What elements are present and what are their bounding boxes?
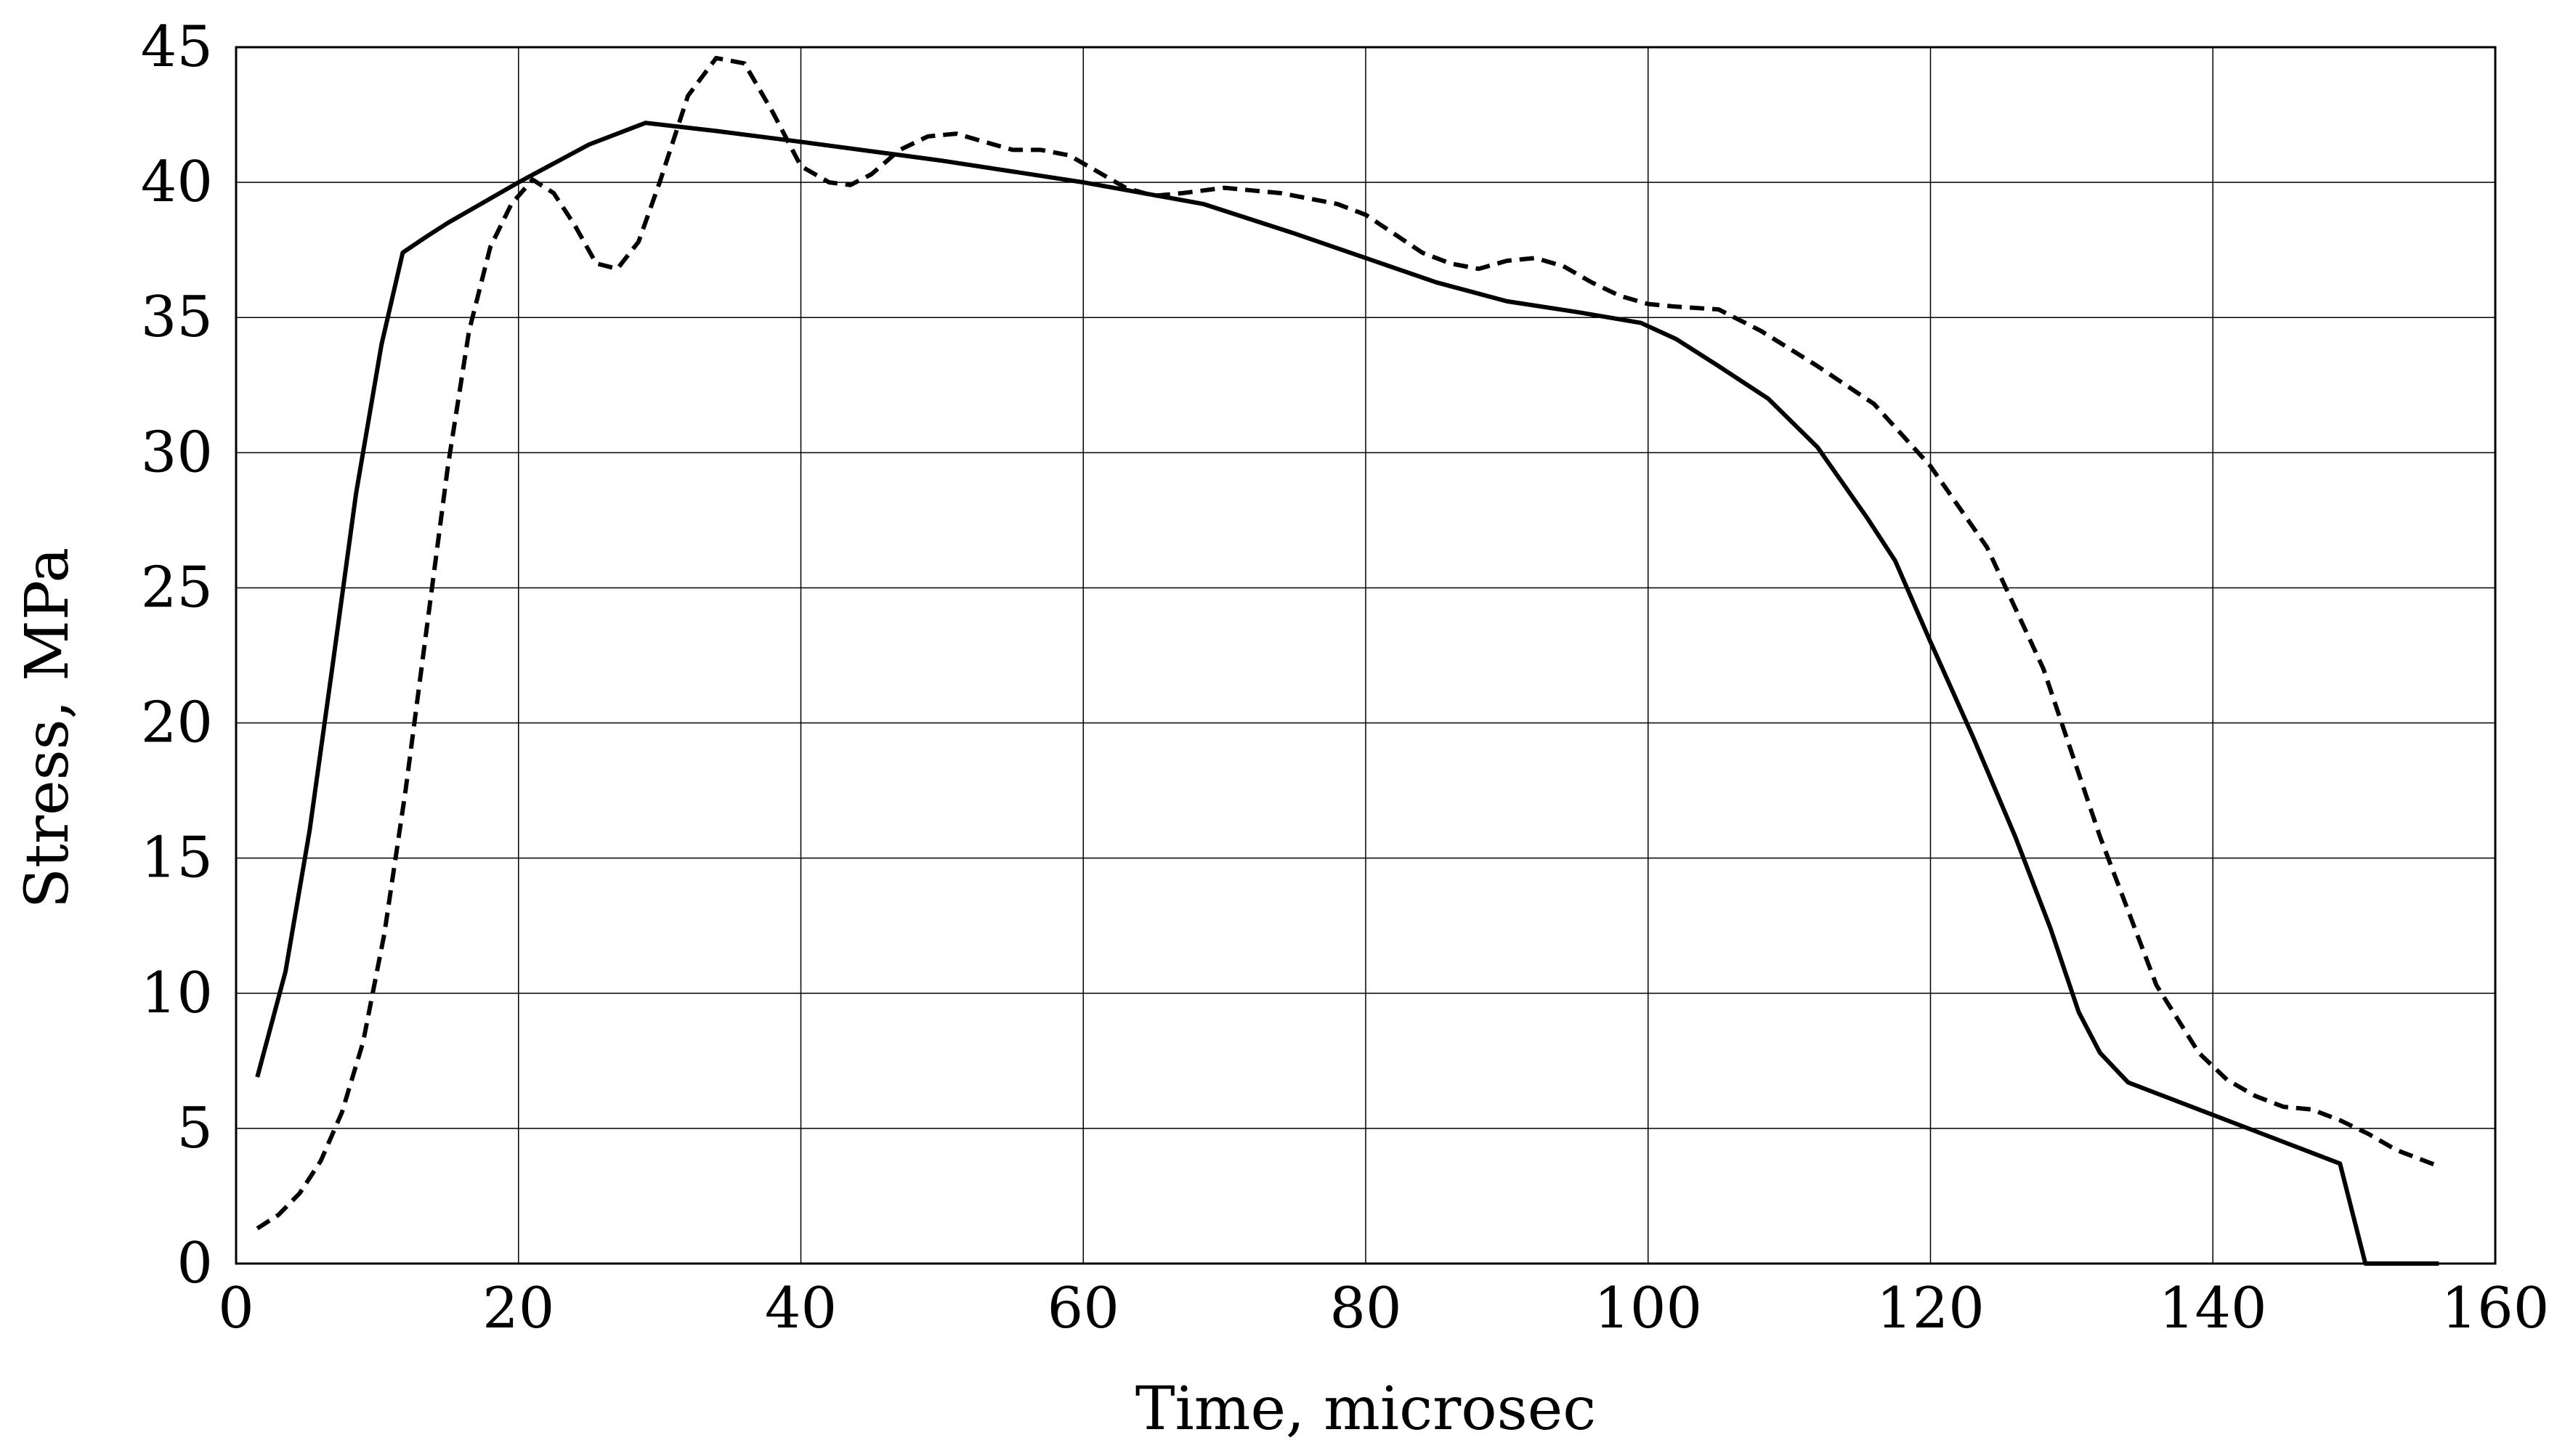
series-lines [255,55,2440,1266]
y-tick-label: 10 [141,961,213,1026]
tick-labels: 0 20 40 60 80 100 120 140 160 0 5 10 15 20 25 30 35 40 45 [141,15,2550,1341]
grid-lines [235,46,2496,1264]
x-tick-label: 100 [1594,1276,1702,1341]
plot-frame [235,46,2497,1265]
y-tick-label: 30 [141,420,213,485]
y-tick-label: 20 [141,691,213,756]
x-tick-label: 0 [218,1276,254,1341]
x-tick-label: 60 [1048,1276,1119,1341]
solid-series-line [255,121,2439,1266]
y-tick-label: 45 [141,15,213,80]
x-tick-label: 120 [1876,1276,1985,1341]
x-tick-label: 140 [2159,1276,2267,1341]
y-tick-label: 15 [141,826,213,891]
y-tick-label: 5 [177,1096,213,1161]
y-axis-title: Stress, MPa [13,548,82,909]
y-tick-label: 35 [141,285,213,350]
y-tick-label: 25 [141,555,213,620]
x-tick-label: 160 [2442,1276,2550,1341]
x-tick-label: 20 [482,1276,554,1341]
dashed-series-line [256,55,2440,1231]
x-tick-label: 80 [1329,1276,1401,1341]
y-tick-label: 40 [141,150,213,215]
x-tick-label: 40 [765,1276,837,1341]
y-tick-label: 0 [177,1231,213,1296]
x-axis-title: Time, microsec [1135,1375,1596,1444]
